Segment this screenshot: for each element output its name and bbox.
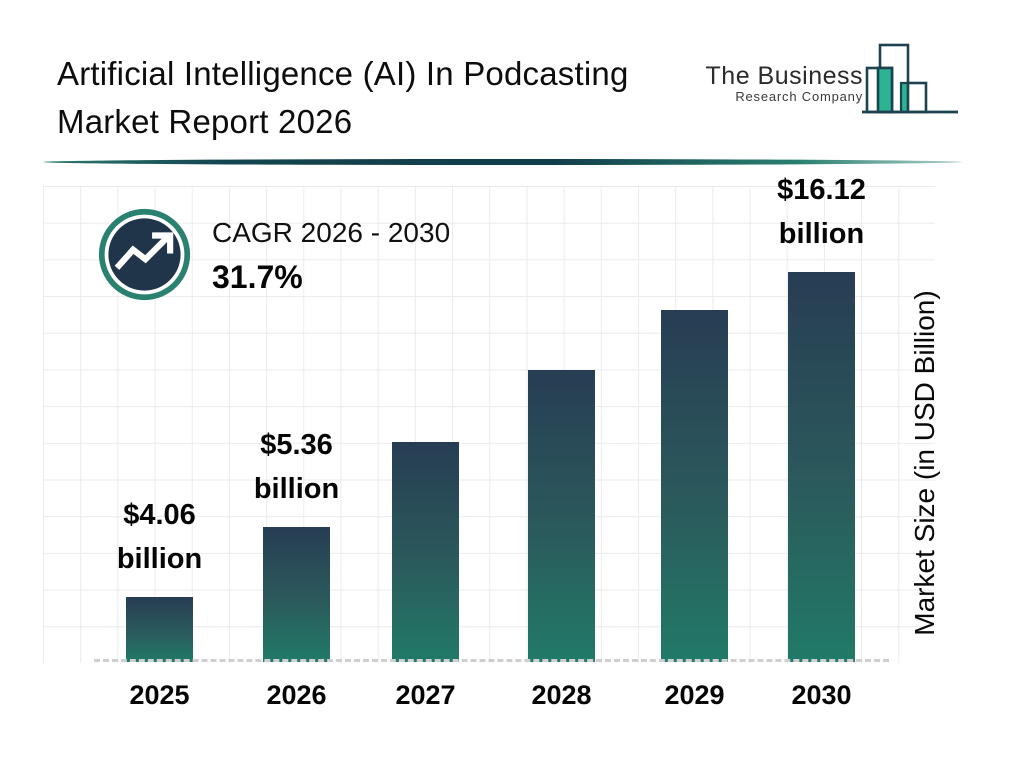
value-amount: $5.36	[260, 429, 333, 461]
page-title: Artificial Intelligence (AI) In Podcasti…	[57, 50, 629, 146]
bar-2030	[788, 272, 855, 662]
value-label-2025: $4.06 billion	[117, 493, 202, 581]
value-label-2026: $5.36 billion	[254, 423, 339, 511]
page-title-line2: Market Report 2026	[57, 103, 353, 140]
x-tick-label-2030: 2030	[791, 680, 852, 710]
page-title-line1: Artificial Intelligence (AI) In Podcasti…	[57, 55, 629, 92]
logo-bars-icon	[862, 43, 958, 114]
bar-2029	[661, 310, 728, 662]
bar-2028	[528, 370, 595, 662]
company-logo: The Business Research Company	[706, 40, 970, 120]
bar-2026	[263, 527, 330, 662]
trend-up-icon	[98, 208, 191, 301]
company-name: The Business	[705, 62, 863, 90]
value-amount: $16.12	[777, 174, 866, 206]
value-unit-word: billion	[116, 543, 203, 575]
y-axis-label: Market Size (in USD Billion)	[909, 290, 940, 636]
bar-2027	[392, 442, 459, 662]
value-label-2030: $16.12 billion	[777, 168, 866, 256]
chart-grid	[43, 186, 935, 663]
chart-baseline	[94, 659, 889, 662]
value-unit-word: billion	[253, 473, 340, 505]
value-amount: $4.06	[123, 499, 196, 531]
x-tick-label-2027: 2027	[395, 680, 456, 710]
cagr-range-label: CAGR 2026 - 2030	[212, 217, 451, 248]
company-logo-text: The Business Research Company	[706, 62, 863, 104]
x-tick-label-2026: 2026	[266, 680, 327, 710]
header-divider	[43, 159, 962, 165]
x-tick-label-2029: 2029	[664, 680, 725, 710]
bar-2025	[126, 597, 193, 662]
company-subname: Research Company	[735, 89, 863, 104]
x-tick-label-2028: 2028	[531, 680, 592, 710]
x-tick-label-2025: 2025	[129, 680, 190, 710]
value-unit-word: billion	[778, 218, 865, 250]
cagr-value: 31.7%	[212, 259, 303, 295]
